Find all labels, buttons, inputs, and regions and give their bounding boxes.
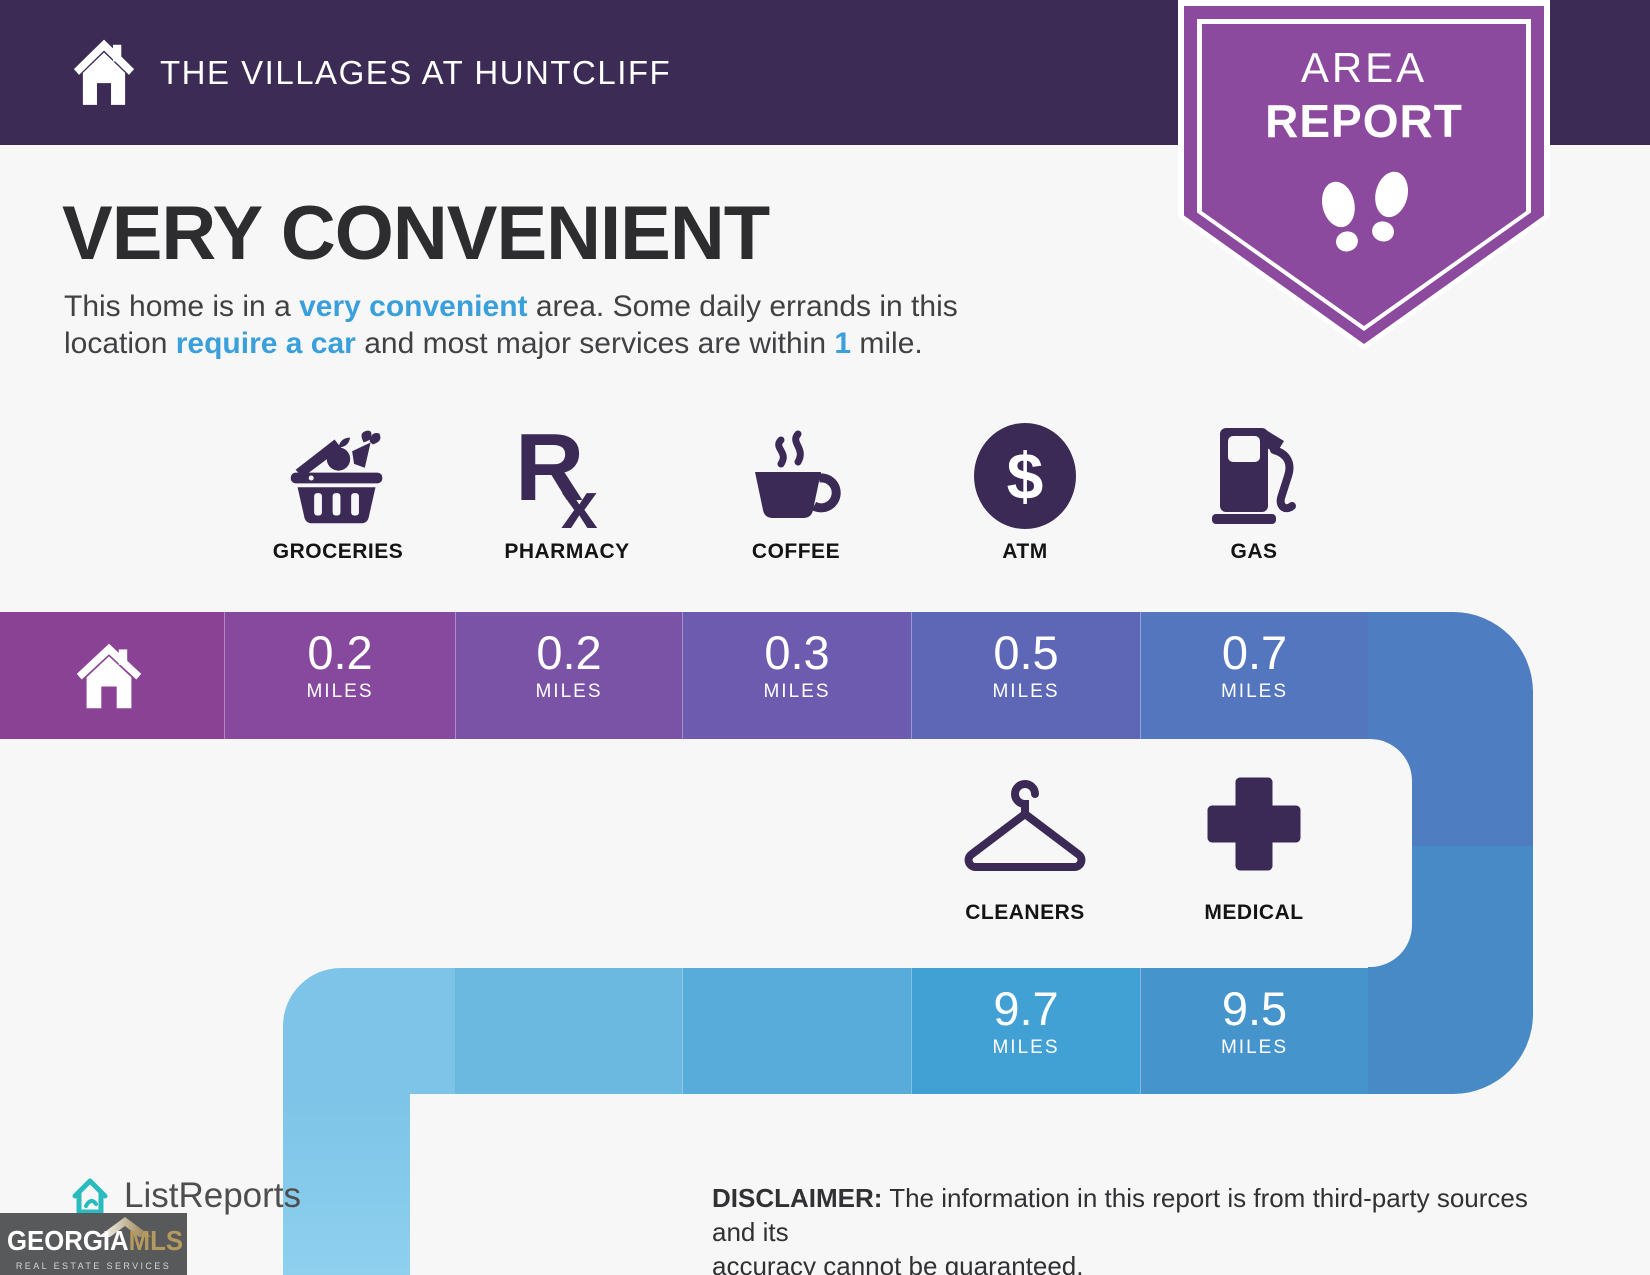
amenity-medical: MEDICAL [1139,739,1369,967]
disclaimer-line-1: DISCLAIMER: The information in this repo… [712,1183,1528,1247]
footprints-icon [1321,171,1409,252]
far-amenities-panel: CLEANERS MEDICAL [880,739,1412,967]
area-report-badge: AREA REPORT [1178,0,1550,350]
amenity-label: MEDICAL [1204,901,1304,924]
amenity-label: CLEANERS [965,901,1085,924]
dollar-circle-icon: $ [974,423,1076,529]
distance-unit: MILES [992,681,1060,702]
distance-unit: MILES [763,681,831,702]
band-inner-corner [410,1094,660,1275]
summary-line-1: This home is in a very convenient area. … [64,290,958,323]
amenity-gas: GAS [1140,408,1368,570]
page-title: THE VILLAGES AT HUNTCLIFF [160,53,672,91]
hanger-icon [964,780,1086,871]
badge-line2: REPORT [1265,95,1463,147]
medical-cross-icon [1207,777,1301,871]
band-home-cell [0,612,224,739]
band-cell-empty-1 [455,968,682,1094]
distance-cell-atm: 0.5 MILES [911,612,1140,739]
listreports-house-icon [72,1178,108,1215]
distance-cell-pharmacy: 0.2 MILES [455,612,682,739]
band-left-strip [283,1094,410,1275]
distance-unit: MILES [306,681,374,702]
distance-unit: MILES [1220,1037,1289,1058]
distance-unit: MILES [1220,681,1289,702]
band-left-turn [283,968,455,1094]
disclaimer: DISCLAIMER: The information in this repo… [712,1181,1572,1275]
distance-unit: MILES [535,681,603,702]
badge-text: AREA REPORT [1178,44,1550,148]
amenity-cleaners: CLEANERS [910,739,1140,967]
home-icon [73,39,135,105]
distance-value: 0.2 [536,626,602,679]
coffee-cup-icon [755,430,841,518]
distance-value: 9.7 [993,982,1059,1035]
distance-unit: MILES [992,1037,1060,1058]
amenity-coffee: COFFEE [682,408,910,570]
distance-cell-coffee: 0.3 MILES [682,612,911,739]
svg-text:x: x [561,468,598,530]
amenity-label: GAS [1230,540,1278,563]
headline: VERY CONVENIENT [62,191,770,276]
badge-line1: AREA [1300,44,1428,91]
georgia-mls-tagline: REAL ESTATE SERVICES [15,1261,172,1271]
highlight-require-a-car: require a car [175,327,356,360]
highlight-very-convenient: very convenient [299,290,528,323]
amenity-label: ATM [1002,540,1048,563]
amenity-label: GROCERIES [272,540,404,563]
fuel-pump-icon [1212,428,1296,524]
summary-line-2: location require a car and most major se… [64,327,923,360]
rx-icon: R x [515,418,598,530]
amenity-groceries: GROCERIES [224,408,452,570]
distance-value: 0.3 [764,626,830,679]
distance-cell-gas: 0.7 MILES [1140,612,1368,739]
distance-value: 0.5 [993,626,1059,679]
svg-text:R: R [515,418,584,521]
disclaimer-label: DISCLAIMER: [712,1183,883,1213]
distance-value: 0.2 [307,626,373,679]
listreports-logo: ListReports [66,1172,301,1220]
amenity-label: COFFEE [751,540,841,563]
distance-value: 9.5 [1221,982,1288,1035]
band-cell-empty-2 [682,968,911,1094]
amenity-atm: $ ATM [911,408,1139,570]
svg-text:$: $ [1007,439,1044,513]
highlight-one: 1 [834,327,852,360]
listreports-wordmark: ListReports [124,1176,302,1215]
amenity-label: PHARMACY [504,540,630,563]
georgia-mls-wordmark: GEORGIAMLS [7,1225,184,1256]
georgia-mls-roof-icon [98,1217,152,1237]
distance-cell-groceries: 0.2 MILES [224,612,455,739]
groceries-basket-icon [290,430,383,524]
home-icon [76,643,142,709]
distance-cell-cleaners: 9.7 MILES [911,968,1140,1094]
summary-paragraph: This home is in a very convenient area. … [64,288,958,362]
amenity-pharmacy: R x PHARMACY [453,408,681,570]
distance-value: 0.7 [1221,626,1288,679]
disclaimer-line-2: accuracy cannot be guaranteed. [712,1251,1084,1275]
georgia-mls-logo: GEORGIAMLS REAL ESTATE SERVICES [0,1213,187,1275]
distance-cell-medical: 9.5 MILES [1140,968,1368,1094]
